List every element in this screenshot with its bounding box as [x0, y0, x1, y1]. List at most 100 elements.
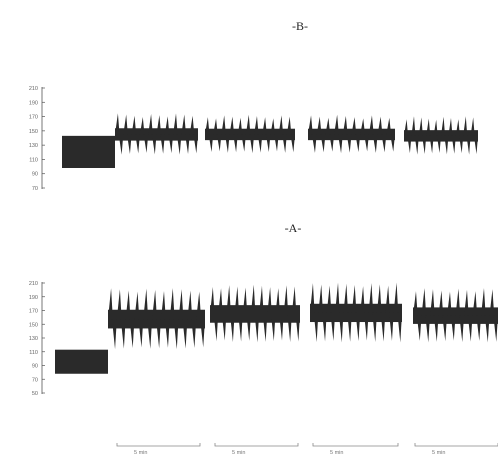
- trace-trough: [467, 315, 473, 342]
- trace-peak: [131, 115, 137, 135]
- y-tick-label: 70: [32, 377, 38, 383]
- trace-trough: [380, 312, 386, 342]
- trace-peak: [316, 116, 322, 135]
- trace-peak: [242, 287, 248, 314]
- trace-trough: [168, 134, 174, 154]
- y-tick-label: 210: [29, 281, 38, 287]
- trace-peak: [411, 116, 416, 136]
- y-tick-label: 170: [29, 309, 38, 315]
- trace-segment: [310, 282, 402, 343]
- y-tick-label: 190: [29, 100, 38, 106]
- trace-peak: [181, 114, 186, 135]
- trace-peak: [385, 285, 390, 313]
- trace-trough: [390, 134, 395, 152]
- trace-peak: [169, 288, 175, 320]
- trace-peak: [115, 113, 120, 135]
- trace-trough: [407, 135, 412, 154]
- trace-trough: [450, 315, 456, 341]
- trace-trough: [241, 134, 246, 152]
- trace-peak: [455, 288, 461, 316]
- trace-trough: [330, 312, 336, 341]
- trace-trough: [270, 313, 276, 342]
- trace-peak: [413, 291, 418, 316]
- y-tick-label: 110: [29, 157, 38, 163]
- trace-segment: [413, 288, 498, 343]
- trace-peak: [343, 283, 349, 313]
- trace-trough: [442, 315, 447, 342]
- trace-trough: [156, 319, 161, 349]
- trace-trough: [414, 135, 419, 155]
- trace-peak: [283, 285, 289, 314]
- trace-peak: [386, 117, 392, 135]
- trace-peak: [360, 118, 365, 135]
- trace-trough: [372, 312, 377, 343]
- trace-peak: [310, 283, 315, 313]
- trace-peak: [148, 113, 153, 135]
- trace-trough: [295, 313, 300, 342]
- trace-peak: [139, 116, 145, 135]
- trace-peak: [250, 284, 256, 314]
- trace-peak: [229, 116, 235, 135]
- trace-peak: [221, 115, 226, 135]
- trace-trough: [444, 135, 449, 155]
- scale-bar: [116, 443, 201, 447]
- trace-trough: [422, 135, 427, 155]
- trace-peak: [351, 284, 357, 313]
- trace-trough: [433, 315, 439, 342]
- trace-peak: [226, 285, 231, 314]
- trace-trough: [160, 134, 165, 154]
- trace-trough: [329, 134, 335, 152]
- baseline-block: [55, 349, 108, 374]
- trace-trough: [254, 313, 260, 343]
- trace-trough: [320, 134, 326, 153]
- trace-peak: [267, 287, 272, 314]
- trace-peak: [342, 115, 348, 135]
- trace-peak: [108, 288, 113, 320]
- trace-trough: [118, 134, 124, 155]
- trace-trough: [274, 134, 279, 152]
- trace-peak: [156, 115, 162, 135]
- trace-peak: [426, 118, 431, 136]
- y-tick-label: 190: [29, 295, 38, 301]
- trace-trough: [381, 134, 387, 153]
- y-tick-label: 150: [29, 322, 38, 328]
- trace-trough: [193, 134, 198, 154]
- trace-trough: [493, 315, 498, 342]
- trace-trough: [176, 134, 182, 155]
- trace-peak: [278, 115, 284, 135]
- trace-trough: [425, 315, 430, 343]
- trace-peak: [481, 288, 486, 316]
- trace-peak: [275, 288, 280, 314]
- trace-peak: [325, 117, 331, 135]
- trace-trough: [282, 134, 287, 153]
- trace-peak: [393, 282, 399, 313]
- y-tick-label: 110: [29, 350, 38, 356]
- trace-trough: [111, 319, 117, 350]
- trace-trough: [151, 134, 157, 155]
- trace-trough: [279, 313, 284, 341]
- trace-trough: [459, 315, 464, 343]
- trace-segment: [115, 113, 198, 155]
- trace-peak: [187, 290, 193, 320]
- trace-peak: [455, 119, 460, 136]
- y-tick-label: 170: [29, 115, 38, 121]
- trace-trough: [120, 319, 126, 349]
- y-tick-label: 70: [32, 186, 38, 192]
- scale-bar: [214, 443, 299, 447]
- trace-peak: [254, 115, 259, 135]
- trace-trough: [164, 319, 170, 348]
- trace-peak: [472, 291, 478, 316]
- trace-peak: [326, 285, 332, 313]
- trace-trough: [230, 313, 235, 343]
- trace-trough: [135, 134, 140, 154]
- trace-trough: [265, 134, 271, 152]
- trace-trough: [466, 135, 471, 155]
- trace-peak: [360, 286, 365, 313]
- trace-trough: [182, 319, 188, 349]
- y-tick-label: 90: [32, 172, 38, 178]
- trace-peak: [470, 117, 475, 136]
- trace-peak: [351, 117, 357, 135]
- trace-trough: [397, 312, 402, 343]
- trace-peak: [335, 282, 340, 313]
